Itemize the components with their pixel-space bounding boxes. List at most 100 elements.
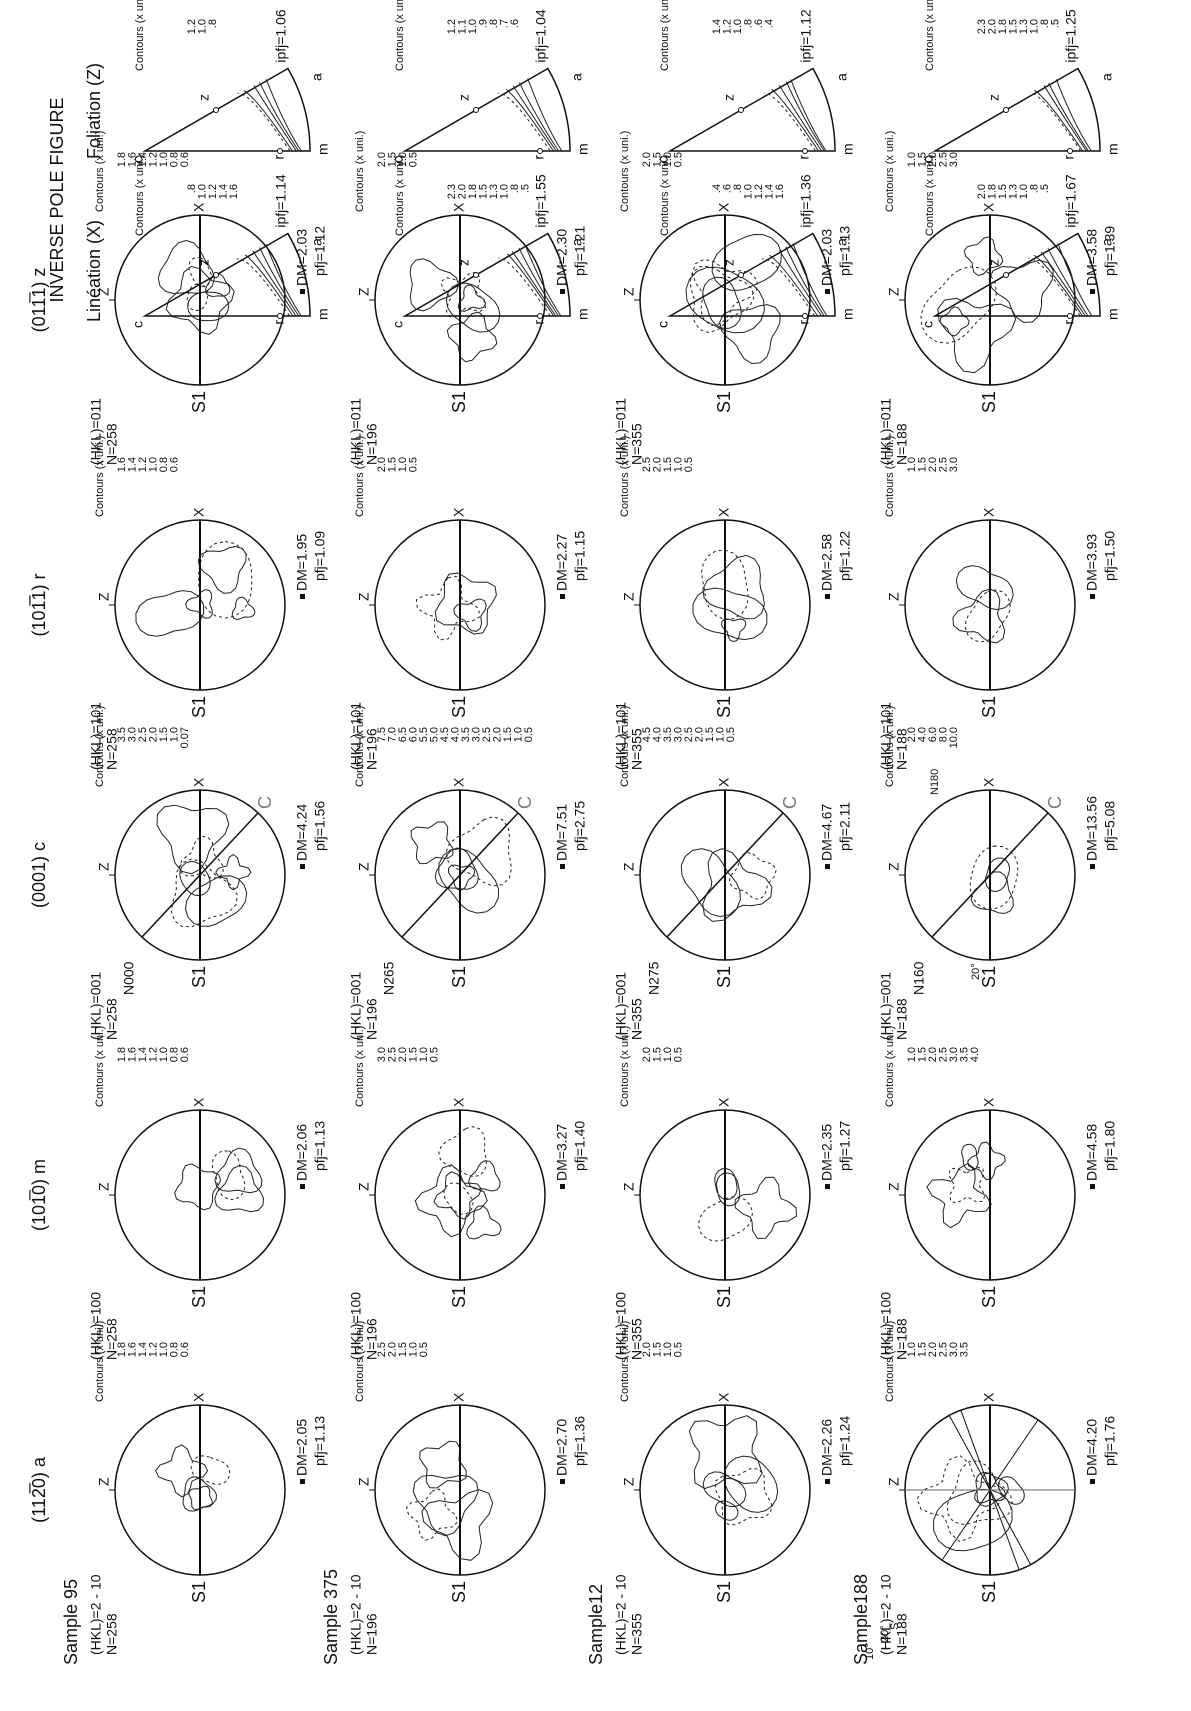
contours-title: Contours (x uni.): [884, 1026, 896, 1107]
ipf-header: Linéation (X): [84, 220, 104, 322]
dm-label: DM=2.03: [294, 229, 310, 286]
contour-level: 1.2: [207, 184, 219, 199]
contour-line: [778, 85, 822, 152]
contour-line: [211, 1150, 246, 1200]
contour-level: 1.2: [137, 457, 149, 472]
z-label: Z: [96, 592, 112, 601]
x-label: X: [981, 1097, 997, 1107]
contour-level: 1.8: [116, 152, 128, 167]
contour-line: [714, 1467, 773, 1526]
contour-level: 0.5: [428, 1047, 440, 1062]
contour-level: 1.0: [906, 457, 918, 472]
ipf-vertex: m: [315, 143, 331, 155]
ipfj-label: ipfj=1.55: [533, 174, 549, 228]
ipf-triangle: [142, 67, 311, 152]
contour-line: [785, 81, 825, 152]
contour-line: [190, 1455, 231, 1485]
contours-title: Contours (x uni.): [619, 1321, 631, 1402]
dm-label: DM=3.27: [554, 1124, 570, 1181]
contour-level: .8: [186, 184, 198, 193]
ipf-pole: [1067, 148, 1073, 154]
ipf-vertex: z: [196, 259, 212, 266]
x-label: X: [451, 777, 467, 787]
ipf-triangle: [402, 232, 571, 317]
c-plane-label: C: [1045, 796, 1065, 809]
contour-line: [433, 1171, 482, 1220]
contours-title: Contours (x uni.): [394, 0, 406, 71]
ipf-header: Foliation (Z): [84, 63, 104, 159]
contour-level: 0.5: [407, 152, 419, 167]
z-label: Z: [356, 862, 372, 871]
contour-level: .5: [519, 184, 531, 193]
z-label: Z: [96, 1477, 112, 1486]
contour-level: 2.0: [693, 727, 705, 742]
contour-level: 7.5: [376, 727, 388, 742]
contour-level: 3.0: [948, 457, 960, 472]
contour-level: 2.0: [456, 184, 468, 199]
x-label: X: [716, 777, 732, 787]
contour-line: [237, 93, 291, 152]
ipf-vertex: c: [390, 321, 406, 328]
contour-line: [1028, 257, 1081, 317]
contour-line: [253, 85, 297, 152]
contour-level: 2.3: [976, 19, 988, 34]
hkl-label: (HKL)=101: [88, 702, 104, 770]
pfj-label: pfj=1.24: [837, 1416, 853, 1466]
contour-line: [259, 82, 300, 152]
z-label: Z: [356, 1182, 372, 1191]
contour-line: [716, 1172, 741, 1207]
contour-level: 1.5: [704, 727, 716, 742]
contour-level: 8.0: [937, 727, 949, 742]
x-label: X: [981, 202, 997, 212]
dm-label: DM=2.35: [819, 1124, 835, 1181]
pfj-label: pfj=1.12: [312, 226, 328, 276]
contour-level: 1.0: [732, 19, 744, 34]
contour-line: [702, 554, 765, 620]
n-azimuth: N000: [121, 961, 137, 995]
ipf-pole: [802, 148, 808, 154]
contour-level: 3.5: [116, 727, 128, 742]
contour-line: [198, 540, 253, 619]
n-label: N=196: [364, 1613, 380, 1655]
contour-level: 0.8: [158, 457, 170, 472]
contour-level: 1.5: [916, 152, 928, 167]
n-azimuth: N180: [929, 769, 941, 795]
hkl-label: (HKL)=011: [348, 398, 364, 465]
hkl-label: (HKL)=011: [878, 398, 894, 465]
contour-level: 1.5: [502, 727, 514, 742]
contour-level: .4: [711, 184, 723, 193]
ipf-triangle: [932, 232, 1101, 317]
contours-title: Contours (x uni.): [619, 436, 631, 517]
contours-title: Contours (x uni.): [94, 1026, 106, 1107]
contour-line: [215, 853, 252, 891]
contour-line: [197, 545, 247, 594]
pfj-label: pfj=1.15: [572, 531, 588, 581]
contour-level: 1.0: [158, 1342, 170, 1357]
s1-label: S1: [979, 391, 999, 413]
contour-level: 1.4: [137, 1047, 149, 1062]
contour-line: [937, 297, 1017, 374]
contour-level: 1.5: [397, 1342, 409, 1357]
contour-level: 4.0: [651, 727, 663, 742]
dm-label: DM=2.05: [294, 1419, 310, 1476]
contour-level: 1.0: [906, 152, 918, 167]
angle-label: 20°: [879, 1625, 891, 1642]
contours-title: Contours (x uni.): [134, 0, 146, 71]
dm-label: DM=2.06: [294, 1124, 310, 1181]
ipf-title: INVERSE POLE FIGURE: [47, 97, 67, 302]
contour-level: 1.0: [672, 457, 684, 472]
contour-level: 6.0: [407, 727, 419, 742]
contour-level: 1.6: [126, 1342, 138, 1357]
contour-level: 1.0: [512, 727, 524, 742]
ipf-pole: [1067, 313, 1073, 319]
x-label: X: [191, 1392, 207, 1402]
x-label: X: [451, 1097, 467, 1107]
s1-label: S1: [714, 1286, 734, 1308]
dm-marker: [825, 594, 830, 599]
contour-level: 1.5: [916, 457, 928, 472]
contour-level: 4.0: [449, 727, 461, 742]
contour-line: [1055, 79, 1092, 152]
contour-line: [734, 1176, 797, 1240]
ipfj-label: ipfj=1.25: [1063, 9, 1079, 63]
sample-name: Sample188: [851, 1574, 871, 1665]
